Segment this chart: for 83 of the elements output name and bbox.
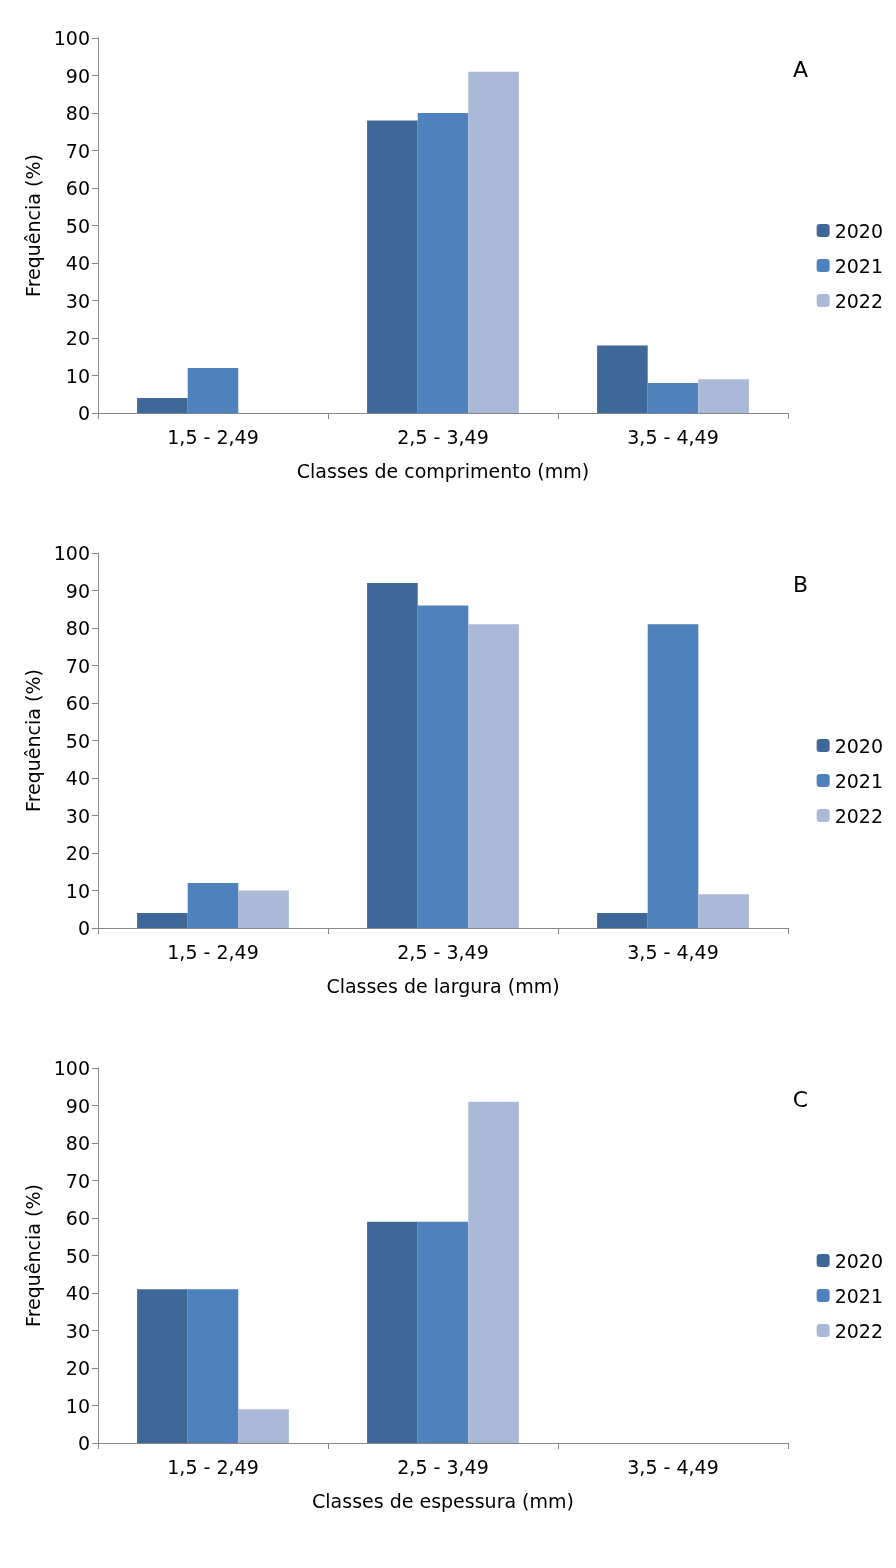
y-tick-label: 50	[65, 729, 90, 752]
x-tick-label: 3,5 - 4,49	[627, 940, 719, 963]
bar	[137, 398, 188, 413]
y-tick-label: 20	[65, 327, 90, 349]
bar	[698, 894, 749, 928]
y-tick-label: 0	[77, 917, 90, 939]
bar	[698, 379, 749, 413]
bar	[417, 605, 469, 928]
bar	[367, 1221, 418, 1443]
bar	[468, 624, 519, 928]
x-tick-label: 1,5 - 2,49	[167, 425, 259, 448]
bar	[238, 1409, 289, 1443]
x-tick-label: 2,5 - 3,49	[397, 425, 489, 448]
y-tick-label: 90	[65, 64, 90, 87]
y-axis-title: Frequência (%)	[21, 669, 44, 812]
bar	[187, 883, 239, 928]
y-tick-label: 100	[53, 542, 90, 564]
y-tick-label: 60	[65, 1207, 90, 1229]
bar	[468, 1101, 519, 1443]
bar	[417, 1221, 469, 1443]
legend-label: 2022	[834, 1319, 884, 1342]
y-tick-label: 30	[65, 804, 90, 827]
y-tick-label: 50	[65, 214, 90, 237]
y-tick-label: 70	[65, 139, 90, 162]
legend-label: 2020	[834, 1249, 884, 1272]
x-tick-label: 1,5 - 2,49	[167, 940, 259, 963]
bar	[367, 120, 418, 413]
text: C	[792, 1086, 809, 1112]
text: A	[792, 56, 809, 82]
text: B	[792, 571, 808, 597]
y-tick-label: 100	[53, 1057, 90, 1079]
y-tick-label: 70	[65, 1169, 90, 1192]
y-tick-label: 90	[65, 1094, 90, 1117]
y-tick-label: 60	[65, 692, 90, 714]
x-tick-label: 1,5 - 2,49	[167, 1455, 259, 1478]
bar	[137, 913, 188, 928]
y-tick-label: 60	[65, 177, 90, 199]
y-tick-label: 40	[65, 252, 90, 274]
x-tick-label: 3,5 - 4,49	[627, 425, 719, 448]
x-tick-label: 3,5 - 4,49	[627, 1455, 719, 1478]
legend-label: 2021	[834, 1284, 884, 1307]
bar	[367, 583, 418, 928]
y-tick-label: 10	[65, 1394, 90, 1417]
y-tick-label: 0	[77, 402, 90, 424]
y-tick-label: 10	[65, 879, 90, 902]
y-tick-label: 100	[53, 27, 90, 49]
legend-label: 2020	[834, 219, 884, 242]
x-axis-title: Classes de espessura (mm)	[312, 1489, 574, 1512]
y-tick-label: 50	[65, 1244, 90, 1267]
y-tick-label: 40	[65, 767, 90, 789]
y-tick-label: 80	[65, 617, 90, 639]
bar	[187, 1289, 239, 1443]
legend-label: 2021	[834, 254, 884, 277]
y-tick-label: 80	[65, 102, 90, 124]
y-tick-label: 90	[65, 579, 90, 602]
legend-label: 2021	[834, 769, 884, 792]
legend-label: 2022	[834, 289, 884, 312]
bar	[597, 345, 648, 413]
y-tick-label: 30	[65, 1319, 90, 1342]
y-tick-label: 20	[65, 842, 90, 864]
bar	[647, 383, 699, 413]
bar	[468, 71, 519, 413]
legend-label: 2020	[834, 734, 884, 757]
y-axis-title: Frequência (%)	[21, 1184, 44, 1327]
bar	[417, 113, 469, 413]
x-axis-title: Classes de comprimento (mm)	[296, 459, 590, 482]
bar	[238, 890, 289, 928]
y-tick-label: 70	[65, 654, 90, 677]
y-tick-label: 20	[65, 1357, 90, 1379]
legend-label: 2022	[834, 804, 884, 827]
y-tick-label: 80	[65, 1132, 90, 1154]
y-tick-label: 0	[77, 1432, 90, 1454]
bar	[597, 913, 648, 928]
y-axis-title: Frequência (%)	[21, 154, 44, 297]
x-tick-label: 2,5 - 3,49	[397, 940, 489, 963]
y-tick-label: 40	[65, 1282, 90, 1304]
x-axis-title: Classes de largura (mm)	[326, 974, 560, 997]
bar	[647, 624, 699, 928]
bar	[187, 368, 239, 413]
y-tick-label: 30	[65, 289, 90, 312]
y-tick-label: 10	[65, 364, 90, 387]
x-tick-label: 2,5 - 3,49	[397, 1455, 489, 1478]
bar	[137, 1289, 188, 1443]
